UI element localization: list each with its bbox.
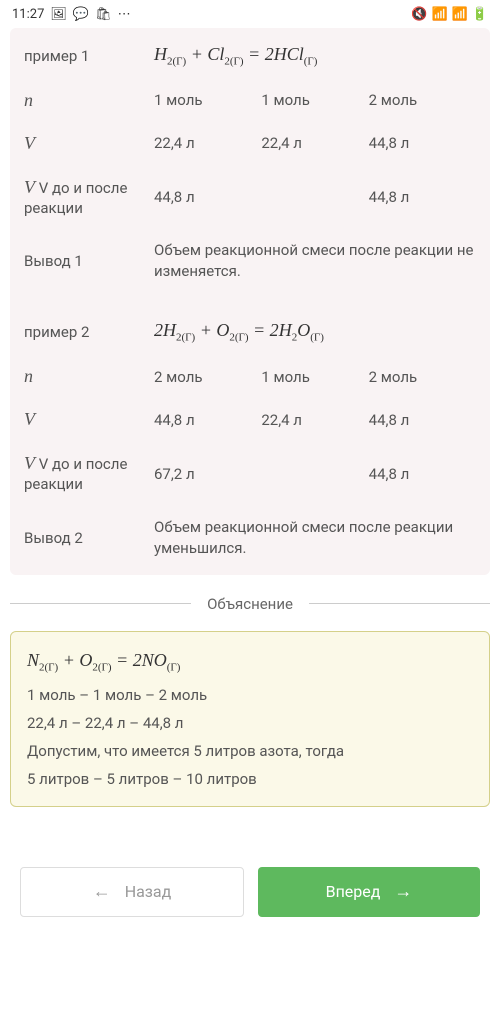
vba-val-1: 44,8 л	[154, 188, 369, 206]
vba-label: V V до и после реакции	[24, 176, 154, 219]
battery-icon: 🔋	[472, 7, 488, 22]
n2-val-1: 2 моль	[154, 368, 261, 386]
v2-val-2: 22,4 л	[261, 411, 368, 429]
v-label-2: V	[24, 409, 154, 430]
v-val-3: 44,8 л	[369, 134, 476, 152]
explanation-equation: N2(Г) + O2(Г) = 2NO(Г)	[27, 650, 473, 674]
vba-values: 44,8 л 44,8 л	[154, 188, 476, 206]
v2-val-3: 44,8 л	[369, 411, 476, 429]
status-bar: 11:27 🖼 💬 🛍 ⋯ 🔇 📶 📶 🔋	[0, 0, 500, 28]
n-val-3: 2 моль	[369, 91, 476, 109]
explain-line-2: 22,4 л – 22,4 л – 44,8 л	[27, 714, 473, 732]
vba-values-2: 67,2 л 44,8 л	[154, 465, 476, 483]
main-content: пример 1 H2(Г) + Cl2(Г) = 2HCl(Г) n 1 мо…	[0, 28, 500, 917]
wifi-icon: 📶	[431, 7, 447, 22]
example2-vba-row: V V до и после реакции 67,2 л 44,8 л	[24, 452, 476, 495]
n2-val-3: 2 моль	[369, 368, 476, 386]
v-values: 22,4 л 22,4 л 44,8 л	[154, 134, 476, 152]
explanation-divider: Объяснение	[10, 595, 490, 613]
example2-v-row: V 44,8 л 22,4 л 44,8 л	[24, 409, 476, 430]
example1-header: пример 1 H2(Г) + Cl2(Г) = 2HCl(Г)	[24, 44, 476, 68]
vba2-label-2: реакции	[24, 475, 83, 493]
vba-val-2: 44,8 л	[369, 188, 476, 206]
v2-val-1: 44,8 л	[154, 411, 261, 429]
back-button[interactable]: ← Назад	[20, 867, 244, 917]
explanation-title: Объяснение	[191, 595, 309, 613]
status-left: 11:27 🖼 💬 🛍 ⋯	[12, 7, 131, 22]
v-val-2: 22,4 л	[261, 134, 368, 152]
n-val-1: 1 моль	[154, 91, 261, 109]
example2-header: пример 2 2H2(Г) + O2(Г) = 2H2O(Г)	[24, 320, 476, 344]
forward-button[interactable]: Вперед →	[258, 867, 480, 917]
forward-label: Вперед	[326, 882, 381, 901]
n-label-2: n	[24, 366, 154, 387]
gallery-icon: 🖼	[50, 7, 67, 22]
example1-equation: H2(Г) + Cl2(Г) = 2HCl(Г)	[154, 44, 317, 68]
vba2-label-1: V до и после	[39, 455, 128, 473]
more-icon: ⋯	[118, 7, 131, 22]
vba2-val-1: 67,2 л	[154, 465, 369, 483]
arrow-left-icon: ←	[93, 881, 111, 902]
example2-conclusion-row: Вывод 2 Объем реакционной смеси после ре…	[24, 517, 476, 559]
nav-buttons: ← Назад Вперед →	[10, 867, 490, 917]
arrow-right-icon: →	[394, 881, 412, 902]
conclusion2-text: Объем реакционной смеси после реакции ум…	[154, 517, 476, 559]
conclusion1-label: Вывод 1	[24, 252, 154, 270]
explain-line-1: 1 моль – 1 моль – 2 моль	[27, 686, 473, 704]
examples-card: пример 1 H2(Г) + Cl2(Г) = 2HCl(Г) n 1 мо…	[10, 28, 490, 575]
example2-n-row: n 2 моль 1 моль 2 моль	[24, 366, 476, 387]
back-label: Назад	[125, 882, 172, 901]
signal-icon: 📶	[452, 7, 468, 22]
conclusion2-label: Вывод 2	[24, 529, 154, 547]
vba-label-1: V до и после	[39, 179, 128, 197]
status-right: 🔇 📶 📶 🔋	[411, 7, 488, 22]
divider-line-left	[10, 603, 191, 604]
message-icon: 💬	[73, 7, 89, 22]
v-label: V	[24, 133, 154, 154]
v-values-2: 44,8 л 22,4 л 44,8 л	[154, 411, 476, 429]
conclusion1-text: Объем реакционной смеси после реакции не…	[154, 240, 476, 282]
example1-v-row: V 22,4 л 22,4 л 44,8 л	[24, 133, 476, 154]
n-val-2: 1 моль	[261, 91, 368, 109]
shop-icon: 🛍	[95, 7, 112, 22]
example1-label: пример 1	[24, 47, 154, 65]
n-values: 1 моль 1 моль 2 моль	[154, 91, 476, 109]
status-time: 11:27	[12, 7, 44, 22]
vba2-val-2: 44,8 л	[369, 465, 476, 483]
explain-line-4: 5 литров – 5 литров – 10 литров	[27, 770, 473, 788]
divider-line-right	[309, 603, 490, 604]
n-label: n	[24, 90, 154, 111]
example1-n-row: n 1 моль 1 моль 2 моль	[24, 90, 476, 111]
explanation-card: N2(Г) + O2(Г) = 2NO(Г) 1 моль – 1 моль –…	[10, 631, 490, 807]
example2-label: пример 2	[24, 323, 154, 341]
v-val-1: 22,4 л	[154, 134, 261, 152]
vba-label-2: реакции	[24, 199, 83, 217]
example1-vba-row: V V до и после реакции 44,8 л 44,8 л	[24, 176, 476, 219]
explain-line-3: Допустим, что имеется 5 литров азота, то…	[27, 742, 473, 760]
n-values-2: 2 моль 1 моль 2 моль	[154, 368, 476, 386]
vba-label-2: V V до и после реакции	[24, 452, 154, 495]
example2-equation: 2H2(Г) + O2(Г) = 2H2O(Г)	[154, 320, 324, 344]
n2-val-2: 1 моль	[261, 368, 368, 386]
mute-icon: 🔇	[411, 7, 427, 22]
example1-conclusion-row: Вывод 1 Объем реакционной смеси после ре…	[24, 240, 476, 282]
